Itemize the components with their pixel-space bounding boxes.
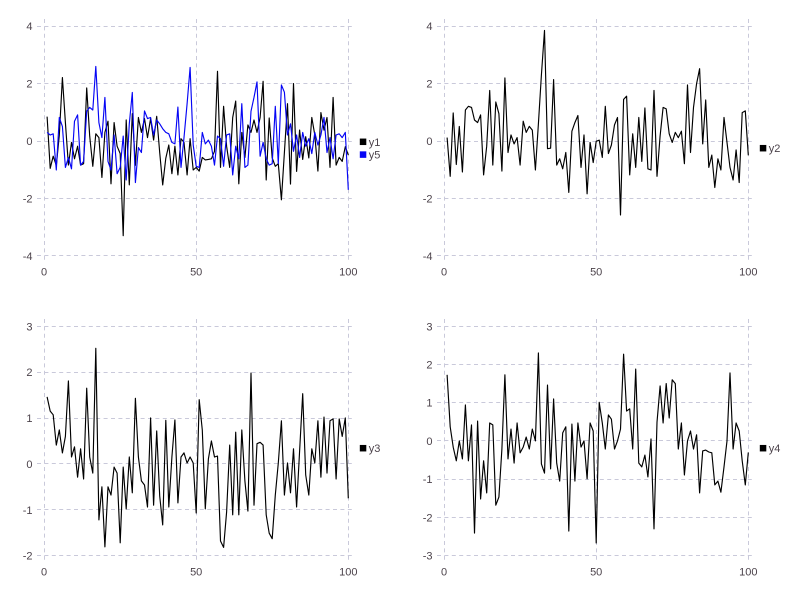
svg-text:y5: y5: [369, 150, 381, 162]
svg-text:0: 0: [441, 567, 447, 579]
svg-text:-2: -2: [23, 551, 33, 563]
svg-text:0: 0: [26, 459, 32, 471]
svg-text:0: 0: [426, 436, 432, 448]
svg-text:50: 50: [190, 567, 202, 579]
svg-text:0: 0: [26, 136, 32, 148]
svg-text:y2: y2: [769, 143, 781, 155]
svg-text:50: 50: [590, 567, 602, 579]
svg-text:2: 2: [26, 367, 32, 379]
svg-text:2: 2: [426, 79, 432, 91]
svg-text:-1: -1: [23, 505, 33, 517]
svg-text:2: 2: [26, 79, 32, 91]
svg-text:4: 4: [426, 21, 432, 33]
svg-text:-4: -4: [23, 251, 33, 263]
svg-text:100: 100: [339, 567, 357, 579]
svg-text:50: 50: [590, 267, 602, 279]
svg-text:3: 3: [26, 321, 32, 333]
svg-text:1: 1: [426, 398, 432, 410]
svg-text:0: 0: [426, 136, 432, 148]
svg-text:3: 3: [426, 321, 432, 333]
svg-text:2: 2: [426, 360, 432, 372]
svg-text:y4: y4: [769, 443, 781, 455]
svg-text:-3: -3: [423, 551, 433, 563]
svg-text:100: 100: [739, 267, 757, 279]
svg-text:-1: -1: [423, 474, 433, 486]
svg-text:100: 100: [339, 267, 357, 279]
svg-text:-2: -2: [423, 193, 433, 205]
svg-text:-2: -2: [23, 193, 33, 205]
svg-text:0: 0: [41, 267, 47, 279]
svg-text:0: 0: [41, 567, 47, 579]
svg-text:4: 4: [26, 21, 32, 33]
svg-text:-2: -2: [423, 512, 433, 524]
svg-text:50: 50: [190, 267, 202, 279]
svg-text:-4: -4: [423, 251, 433, 263]
svg-text:y3: y3: [369, 443, 381, 455]
svg-text:1: 1: [26, 413, 32, 425]
svg-text:0: 0: [441, 267, 447, 279]
svg-text:y1: y1: [369, 137, 381, 149]
svg-text:100: 100: [739, 567, 757, 579]
